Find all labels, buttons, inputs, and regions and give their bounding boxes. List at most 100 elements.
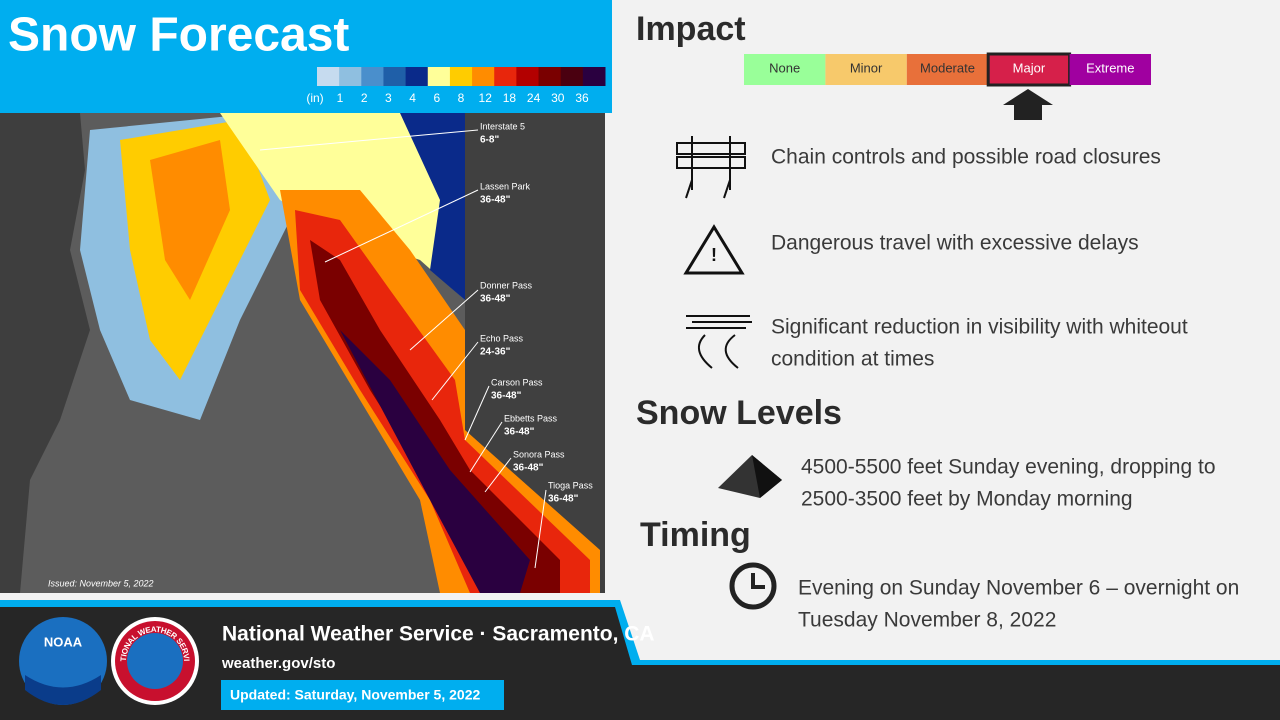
legend-label: 1	[337, 91, 344, 105]
impact-title: Impact	[636, 10, 746, 48]
icon-part	[724, 334, 739, 369]
legend-swatch	[361, 67, 384, 86]
map: Interstate 5 6-8" Lassen Park 36-48" Donner …	[0, 113, 605, 593]
legend-label: 24	[527, 91, 541, 105]
pass-name: Echo Pass	[480, 333, 524, 343]
leader-line	[324, 189, 479, 263]
office-name: National Weather Service · Sacramento, C…	[222, 623, 655, 646]
clock-icon	[729, 562, 777, 610]
legend-swatch	[427, 67, 451, 86]
title: Snow Forecast	[8, 9, 349, 62]
leader-line	[534, 489, 547, 569]
legend-swatch	[494, 67, 517, 86]
leader-line	[431, 341, 479, 401]
impact-level	[906, 54, 989, 85]
pass-amount: 36-48"	[548, 494, 579, 505]
impact-level	[825, 54, 907, 85]
pass-name: Interstate 5	[480, 121, 525, 131]
icon-part	[676, 156, 746, 169]
pass-name: Sonora Pass	[513, 449, 565, 459]
impact-level-label: Major	[1013, 60, 1046, 75]
pass-amount: 6-8"	[480, 135, 499, 146]
legend-label: 36	[575, 91, 589, 105]
legend-label: 12	[479, 91, 493, 105]
office-url: weather.gov/sto	[221, 655, 335, 672]
color-legend: (in) 1 2 3 4 6 8 12 18 24 30 36	[306, 67, 606, 105]
leader-lines	[259, 129, 547, 569]
pass-amount: 24-36"	[480, 347, 511, 358]
impact-level	[744, 54, 826, 85]
map-snow	[150, 140, 230, 300]
snow-level-line: 4500-5500 feet Sunday evening, dropping …	[801, 456, 1216, 479]
legend-swatch	[339, 67, 362, 86]
icon-part	[676, 142, 746, 155]
selected-arrow	[1003, 89, 1053, 120]
chain-icon	[676, 136, 746, 199]
impact-item: condition at times	[771, 348, 934, 371]
leader-line	[259, 129, 479, 151]
clock-hands	[751, 573, 765, 589]
legend-label: 18	[503, 91, 517, 105]
snow-levels-text: 4500-5500 feet Sunday evening, dropping …	[801, 456, 1216, 511]
leader-line	[469, 421, 503, 473]
legend-swatch	[582, 67, 606, 86]
legend-label: 8	[458, 91, 465, 105]
mountain-icon	[752, 455, 782, 498]
pass-name: Carson Pass	[491, 377, 543, 387]
impact-level	[1069, 54, 1151, 85]
pass-name: Ebbetts Pass	[504, 413, 558, 423]
leader-line	[464, 385, 490, 441]
updated-date: Updated: Saturday, November 5, 2022	[230, 687, 480, 703]
leader-line	[409, 289, 479, 351]
snow-level-line: 2500-3500 feet by Monday morning	[801, 488, 1133, 511]
pass-amount: 36-48"	[480, 195, 511, 206]
icon-part	[697, 334, 713, 369]
visibility-icon	[686, 315, 752, 369]
legend-label: 30	[551, 91, 565, 105]
pass-name: Lassen Park	[480, 181, 531, 191]
legend-label: 6	[433, 91, 440, 105]
map-nevada	[465, 113, 605, 593]
timing-line: Tuesday November 8, 2022	[798, 609, 1056, 632]
impact-item: Chain controls and possible road closure…	[771, 146, 1161, 169]
pass-name: Donner Pass	[480, 280, 533, 290]
warning-icon-mark: !	[711, 245, 717, 265]
impact-scale: None Minor Moderate Major Extreme	[744, 52, 1151, 87]
impact-level-label: None	[769, 60, 800, 75]
map-snow	[310, 240, 560, 593]
icon-part	[685, 179, 693, 199]
issued-date: Issued: November 5, 2022	[48, 578, 154, 588]
legend-unit: (in)	[306, 91, 323, 105]
legend-label: 2	[361, 91, 368, 105]
pass-amount: 36-48"	[513, 463, 544, 474]
impact-level-label: Moderate	[920, 60, 975, 75]
impact-level	[986, 52, 1072, 87]
timing-text: Evening on Sunday November 6 – overnight…	[798, 577, 1239, 632]
impact-level-label: Minor	[850, 60, 883, 75]
nws-logo-center	[127, 633, 183, 689]
timing-title: Timing	[640, 516, 751, 554]
pass-amount: 36-48"	[480, 294, 511, 305]
pass-amount: 36-48"	[504, 427, 535, 438]
impact-level-label: Extreme	[1086, 60, 1134, 75]
icon-part	[723, 179, 731, 199]
legend-swatch	[560, 67, 584, 86]
noaa-logo	[19, 617, 107, 705]
pass-amount: 36-48"	[491, 391, 522, 402]
legend-swatch	[383, 67, 407, 86]
legend-swatch	[516, 67, 540, 86]
legend-swatch	[317, 67, 340, 86]
noaa-logo-wave	[25, 675, 101, 705]
legend-label: 4	[409, 91, 416, 105]
map-snow	[400, 113, 465, 300]
impact-items: Chain controls and possible road closure…	[771, 146, 1188, 371]
map-snow	[340, 330, 530, 593]
snow-levels-title: Snow Levels	[636, 394, 842, 432]
impact-item: Dangerous travel with excessive delays	[771, 232, 1139, 255]
timing-line: Evening on Sunday November 6 – overnight…	[798, 577, 1239, 600]
leader-line	[484, 457, 512, 493]
legend-swatch	[405, 67, 429, 86]
legend-swatch	[449, 67, 473, 86]
impact-item: Significant reduction in visibility with…	[771, 316, 1188, 339]
